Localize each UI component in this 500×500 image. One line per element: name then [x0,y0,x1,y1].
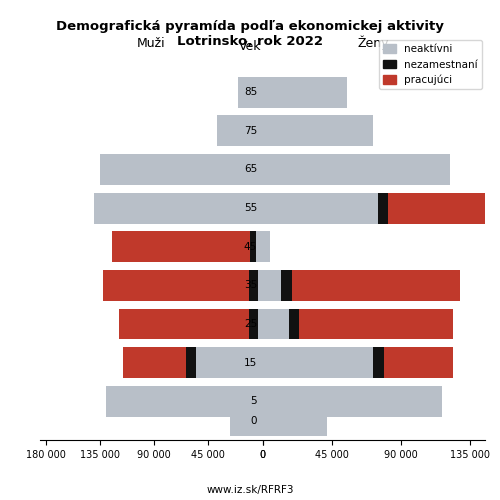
Bar [94,192,262,224]
Bar [262,405,327,436]
Bar [250,308,258,340]
Bar [262,386,442,417]
Text: 35: 35 [244,280,257,290]
Bar [281,270,291,301]
Bar [373,347,384,378]
Bar [262,308,288,340]
Text: 65: 65 [244,164,257,174]
Bar [250,270,258,301]
Text: Muži: Muži [137,37,166,50]
Legend: neaktívni, nezamestnaní, pracujúci: neaktívni, nezamestnaní, pracujúci [379,40,482,90]
Bar [217,116,262,146]
Bar [292,270,460,301]
Bar [378,192,388,224]
Bar [384,347,453,378]
Bar [256,231,262,262]
Bar [102,270,250,301]
Bar [120,308,250,340]
Text: 0: 0 [250,416,257,426]
Bar [230,405,262,436]
Bar [238,76,262,108]
Bar [262,116,373,146]
Bar [186,347,196,378]
Bar [112,231,250,262]
Text: Vek: Vek [239,40,261,52]
Bar [262,231,270,262]
Bar [262,192,378,224]
Bar [262,270,281,301]
Bar [250,231,256,262]
Bar [388,192,488,224]
Text: 25: 25 [244,319,257,329]
Bar [288,308,300,340]
Bar [258,308,262,340]
Text: www.iz.sk/RFRF3: www.iz.sk/RFRF3 [206,484,294,494]
Text: Ženy: Ženy [358,36,390,50]
Text: 5: 5 [250,396,257,406]
Bar [262,347,373,378]
Text: 85: 85 [244,87,257,97]
Bar [100,154,262,185]
Text: 45: 45 [244,242,257,252]
Bar [106,386,262,417]
Bar [196,347,262,378]
Text: 55: 55 [244,203,257,213]
Bar [300,308,453,340]
Text: 75: 75 [244,126,257,136]
Bar [262,154,450,185]
Text: Demografická pyramída podľa ekonomickej aktivity
Lotrinsko, rok 2022: Demografická pyramída podľa ekonomickej … [56,20,444,48]
Bar [262,76,347,108]
Text: 15: 15 [244,358,257,368]
Bar [258,270,262,301]
Bar [123,347,186,378]
